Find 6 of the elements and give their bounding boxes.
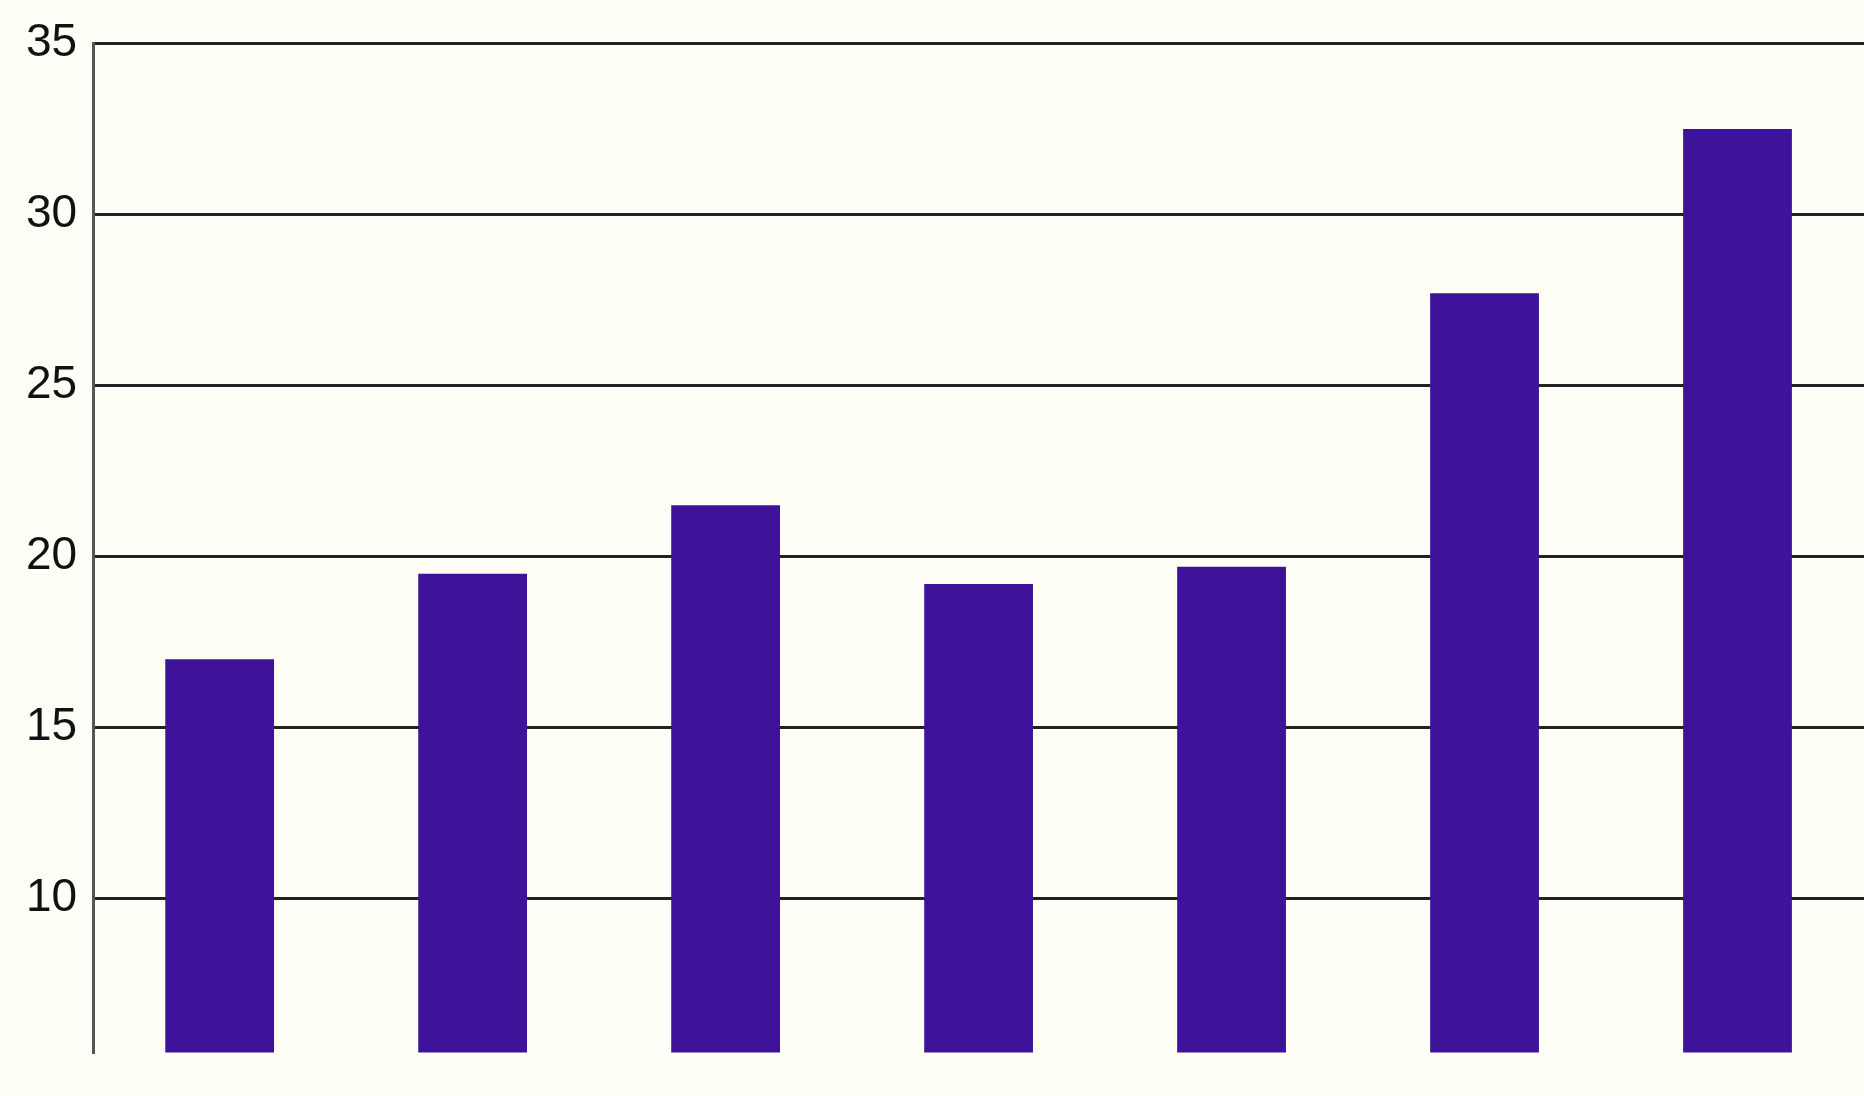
y-tick-label: 25 — [25, 356, 78, 409]
y-tick-label: 15 — [25, 698, 78, 751]
y-tick-label: 35 — [25, 14, 78, 67]
y-tick-label: 30 — [25, 185, 78, 238]
y-tick-label: 20 — [25, 527, 78, 580]
y-tick-label: 10 — [25, 869, 78, 922]
